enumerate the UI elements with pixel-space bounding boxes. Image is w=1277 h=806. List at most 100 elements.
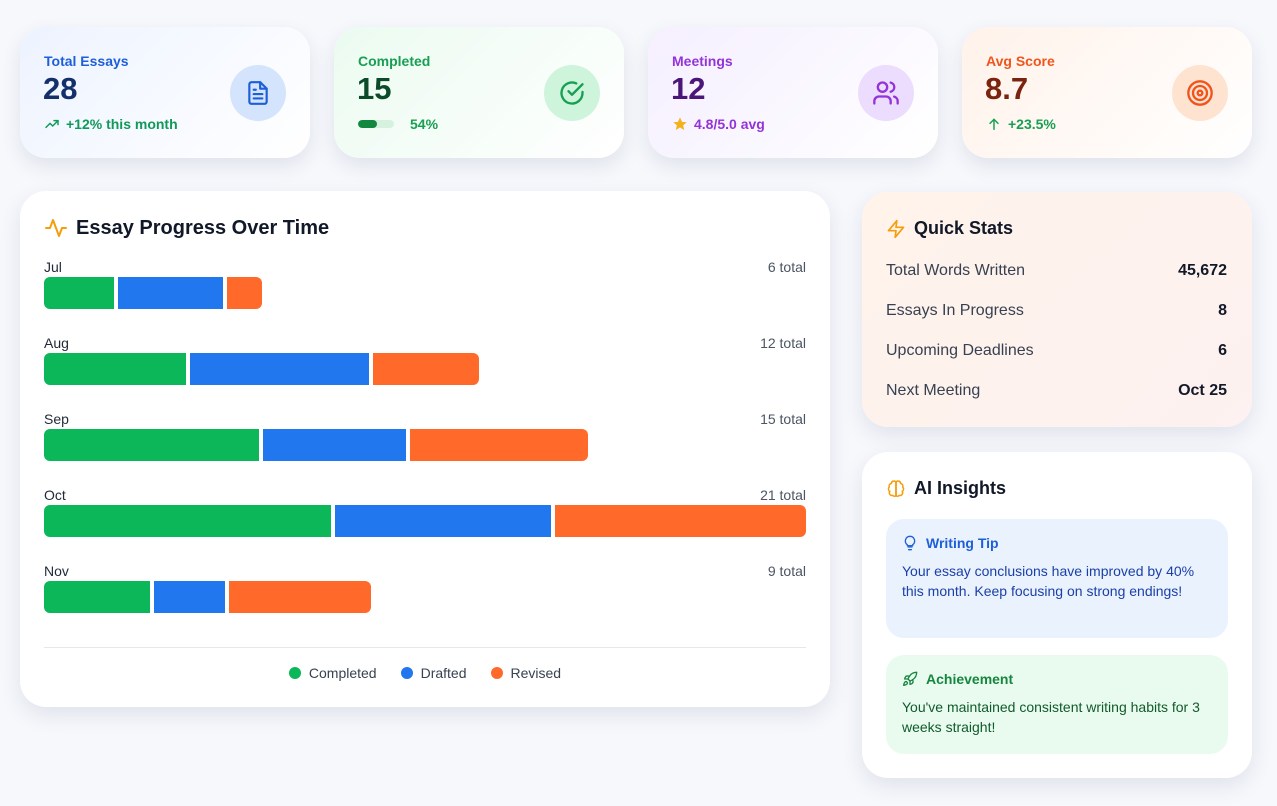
bar-total-label: 12 total bbox=[760, 335, 806, 351]
ai-insights-title-text: AI Insights bbox=[914, 478, 1007, 498]
bar-segment-revised bbox=[226, 277, 262, 309]
total-essays-value: 28 bbox=[43, 71, 78, 106]
completed-progress-fill bbox=[358, 120, 378, 128]
achievement-title-text: Achievement bbox=[926, 671, 1014, 687]
users-icon bbox=[873, 81, 899, 105]
bar-month-label: Oct bbox=[44, 487, 66, 503]
check-circle-icon bbox=[560, 81, 584, 105]
bar-total-label: 9 total bbox=[767, 563, 806, 579]
bar-segment-completed bbox=[44, 277, 114, 309]
achievement-title: Achievement bbox=[902, 671, 1212, 687]
quick-stat-value: 6 bbox=[1218, 342, 1227, 359]
bar-segment-drafted bbox=[190, 353, 369, 385]
bar-segment-drafted bbox=[335, 505, 551, 537]
writing-tip-card: Writing Tip Your essay conclusions have … bbox=[886, 519, 1228, 638]
quick-stats-title-text: Quick Stats bbox=[914, 218, 1014, 238]
bar-segment-completed bbox=[44, 353, 187, 385]
completed-card: Completed 15 54% bbox=[334, 27, 624, 158]
completed-progress-bar bbox=[358, 120, 394, 128]
bar-segment-completed bbox=[44, 581, 151, 613]
bar-segment-revised bbox=[372, 353, 480, 385]
bar-segment-revised bbox=[228, 581, 371, 613]
bar-segment-revised bbox=[409, 429, 589, 461]
meetings-label: Meetings bbox=[672, 53, 733, 69]
ai-insights-title: AI Insights bbox=[886, 478, 1006, 499]
bar-track bbox=[44, 505, 806, 537]
document-icon bbox=[248, 81, 268, 105]
legend-dot-drafted bbox=[400, 667, 413, 679]
writing-tip-title: Writing Tip bbox=[902, 535, 1212, 551]
avg-score-trend-text: +23.5% bbox=[1008, 116, 1056, 132]
lightning-icon bbox=[887, 219, 905, 238]
trending-up-icon bbox=[45, 119, 59, 129]
quick-stat-label: Next Meeting bbox=[886, 382, 981, 399]
chart-legend: Completed Drafted Revised bbox=[20, 665, 830, 681]
bar-month-label: Nov bbox=[44, 563, 69, 579]
quick-stats-panel: Quick Stats Total Words Written 45,672 E… bbox=[862, 192, 1252, 427]
quick-stat-row: Essays In Progress 8 bbox=[886, 302, 1227, 320]
avg-score-label: Avg Score bbox=[986, 53, 1055, 69]
meetings-rating: 4.8/5.0 avg bbox=[672, 116, 765, 132]
writing-tip-text: Your essay conclusions have improved by … bbox=[902, 563, 1195, 599]
arrow-up-icon bbox=[989, 118, 999, 131]
essay-progress-panel: Essay Progress Over Time Jul 6 total Aug 12… bbox=[20, 191, 830, 707]
bar-total-label: 15 total bbox=[760, 411, 806, 427]
chart-divider bbox=[44, 647, 806, 648]
avg-score-value: 8.7 bbox=[985, 71, 1029, 106]
meetings-rating-text: 4.8/5.0 avg bbox=[694, 116, 765, 132]
legend-dot-revised bbox=[490, 667, 503, 679]
star-icon bbox=[673, 117, 687, 130]
bar-month-label: Jul bbox=[44, 259, 62, 275]
lightbulb-icon bbox=[904, 535, 916, 551]
legend-label-completed: Completed bbox=[308, 665, 377, 681]
completed-label: Completed bbox=[358, 53, 431, 69]
legend-item-revised: Revised bbox=[490, 665, 562, 681]
completed-progress-text: 54% bbox=[410, 116, 439, 132]
quick-stat-value: 45,672 bbox=[1178, 262, 1227, 279]
bar-month-label: Sep bbox=[44, 411, 69, 427]
target-icon bbox=[1187, 80, 1213, 106]
ai-insights-panel: AI Insights Writing Tip Your essay concl… bbox=[862, 452, 1252, 778]
quick-stat-label: Upcoming Deadlines bbox=[886, 342, 1034, 359]
bar-segment-completed bbox=[44, 505, 332, 537]
bar-track bbox=[44, 581, 806, 613]
bar-month-label: Aug bbox=[44, 335, 69, 351]
rocket-icon bbox=[903, 671, 918, 686]
total-essays-card: Total Essays 28 +12% this month bbox=[20, 27, 310, 158]
total-essays-label: Total Essays bbox=[44, 53, 129, 69]
users-icon-badge bbox=[858, 65, 914, 121]
brain-icon bbox=[887, 479, 905, 497]
quick-stat-label: Total Words Written bbox=[886, 262, 1026, 279]
completed-progress: 54% bbox=[358, 116, 438, 132]
quick-stat-value: Oct 25 bbox=[1178, 382, 1227, 399]
bar-track bbox=[44, 277, 806, 309]
bar-segment-completed bbox=[44, 429, 259, 461]
bar-segment-drafted bbox=[262, 429, 406, 461]
quick-stats-title: Quick Stats bbox=[886, 218, 1013, 239]
completed-value: 15 bbox=[357, 71, 392, 106]
essay-progress-title-text: Essay Progress Over Time bbox=[76, 216, 330, 239]
achievement-card: Achievement You've maintained consistent… bbox=[886, 655, 1228, 754]
legend-item-drafted: Drafted bbox=[400, 665, 467, 681]
check-circle-icon-badge bbox=[544, 65, 600, 121]
quick-stat-row: Total Words Written 45,672 bbox=[886, 262, 1227, 280]
legend-label-revised: Revised bbox=[510, 665, 562, 681]
quick-stat-row: Upcoming Deadlines 6 bbox=[886, 342, 1227, 360]
legend-dot-completed bbox=[288, 667, 301, 679]
achievement-text: You've maintained consistent writing hab… bbox=[902, 699, 1200, 735]
total-essays-trend: +12% this month bbox=[44, 116, 178, 132]
bar-segment-revised bbox=[554, 505, 806, 537]
total-essays-trend-text: +12% this month bbox=[66, 116, 178, 132]
bar-segment-drafted bbox=[117, 277, 223, 309]
meetings-value: 12 bbox=[671, 71, 706, 106]
activity-icon bbox=[45, 219, 67, 237]
quick-stat-value: 8 bbox=[1218, 302, 1227, 319]
meetings-card: Meetings 12 4.8/5.0 avg bbox=[648, 27, 938, 158]
bar-track bbox=[44, 429, 806, 461]
quick-stat-row: Next Meeting Oct 25 bbox=[886, 382, 1227, 400]
bar-total-label: 6 total bbox=[767, 259, 806, 275]
avg-score-trend: +23.5% bbox=[986, 116, 1056, 132]
quick-stat-label: Essays In Progress bbox=[886, 302, 1024, 319]
legend-item-completed: Completed bbox=[288, 665, 377, 681]
target-icon-badge bbox=[1172, 65, 1228, 121]
